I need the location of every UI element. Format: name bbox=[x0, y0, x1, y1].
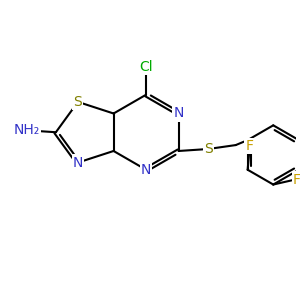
Text: Cl: Cl bbox=[139, 60, 153, 74]
Text: NH₂: NH₂ bbox=[13, 123, 39, 137]
Text: S: S bbox=[74, 95, 82, 109]
Text: N: N bbox=[141, 163, 151, 177]
Text: S: S bbox=[204, 142, 212, 156]
Text: N: N bbox=[173, 106, 184, 121]
Text: N: N bbox=[73, 156, 83, 170]
Text: F: F bbox=[293, 172, 300, 187]
Text: F: F bbox=[246, 139, 254, 153]
